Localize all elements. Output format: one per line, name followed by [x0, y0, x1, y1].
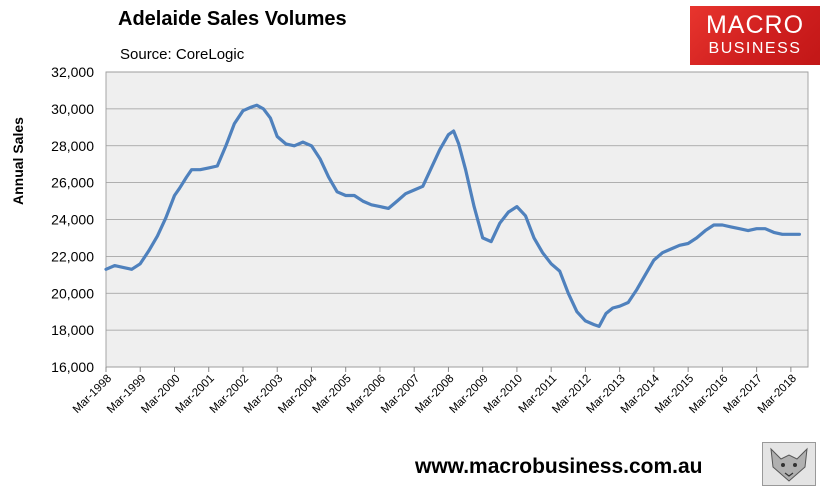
- logo-line-2: BUSINESS: [708, 40, 802, 57]
- y-tick-label: 20,000: [51, 285, 94, 301]
- y-tick-label: 18,000: [51, 322, 94, 338]
- sales-volume-line: [104, 103, 802, 328]
- y-tick-label: 26,000: [51, 175, 94, 191]
- wolf-icon: [762, 442, 816, 486]
- y-tick-label: 22,000: [51, 248, 94, 264]
- footer-url: www.macrobusiness.com.au: [415, 455, 703, 478]
- y-tick-label: 28,000: [51, 138, 94, 154]
- y-tick-label: 30,000: [51, 101, 94, 117]
- chart-source: Source: CoreLogic: [120, 46, 245, 63]
- logo-line-1: MACRO: [705, 11, 805, 39]
- y-tick-label: 32,000: [51, 64, 94, 80]
- y-tick-label: 16,000: [51, 359, 94, 375]
- macro-business-logo: MACRO BUSINESS: [690, 6, 820, 65]
- y-tick-label: 24,000: [51, 212, 94, 228]
- chart-title: Adelaide Sales Volumes: [118, 8, 347, 30]
